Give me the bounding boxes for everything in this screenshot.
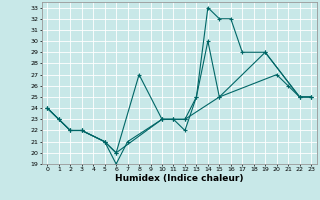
X-axis label: Humidex (Indice chaleur): Humidex (Indice chaleur) — [115, 174, 244, 183]
